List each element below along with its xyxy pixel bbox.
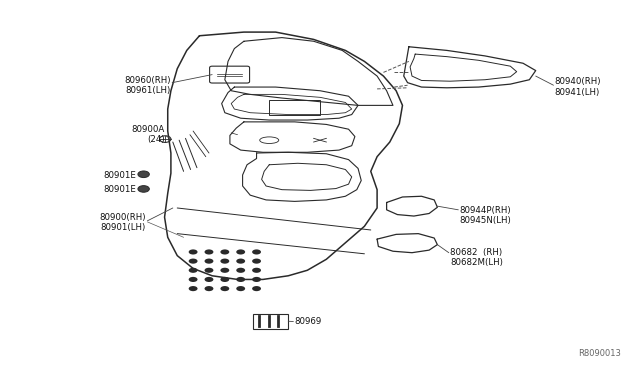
Circle shape: [252, 249, 261, 254]
Ellipse shape: [260, 137, 279, 144]
FancyBboxPatch shape: [269, 100, 320, 115]
Circle shape: [236, 268, 245, 273]
Circle shape: [205, 286, 213, 291]
Text: 80901E: 80901E: [103, 170, 136, 180]
Text: 80944P(RH)
80945N(LH): 80944P(RH) 80945N(LH): [460, 206, 511, 225]
Circle shape: [189, 277, 198, 282]
FancyBboxPatch shape: [210, 66, 250, 83]
Circle shape: [220, 286, 229, 291]
Text: 80940(RH)
80941(LH): 80940(RH) 80941(LH): [555, 77, 601, 97]
Circle shape: [205, 277, 213, 282]
Circle shape: [252, 277, 261, 282]
Circle shape: [236, 249, 245, 254]
Circle shape: [220, 249, 229, 254]
Circle shape: [236, 286, 245, 291]
Circle shape: [189, 249, 198, 254]
Circle shape: [220, 268, 229, 273]
Circle shape: [220, 277, 229, 282]
Circle shape: [205, 249, 213, 254]
Circle shape: [252, 286, 261, 291]
Text: 80969: 80969: [294, 317, 322, 326]
Text: 80960(RH)
80961(LH): 80960(RH) 80961(LH): [124, 76, 171, 95]
Circle shape: [138, 171, 149, 177]
Text: 80900A
(24): 80900A (24): [131, 125, 164, 144]
Circle shape: [252, 268, 261, 273]
FancyBboxPatch shape: [253, 314, 288, 329]
Circle shape: [220, 259, 229, 264]
Circle shape: [189, 268, 198, 273]
Text: 80682  (RH)
80682M(LH): 80682 (RH) 80682M(LH): [450, 248, 503, 267]
Circle shape: [236, 259, 245, 264]
Circle shape: [189, 259, 198, 264]
Circle shape: [236, 277, 245, 282]
Circle shape: [189, 286, 198, 291]
Text: R8090013: R8090013: [579, 349, 621, 358]
Circle shape: [252, 259, 261, 264]
Circle shape: [205, 259, 213, 264]
Text: 80900(RH)
80901(LH): 80900(RH) 80901(LH): [99, 213, 145, 232]
Text: 80901E: 80901E: [103, 185, 136, 194]
Circle shape: [138, 186, 149, 192]
Circle shape: [205, 268, 213, 273]
